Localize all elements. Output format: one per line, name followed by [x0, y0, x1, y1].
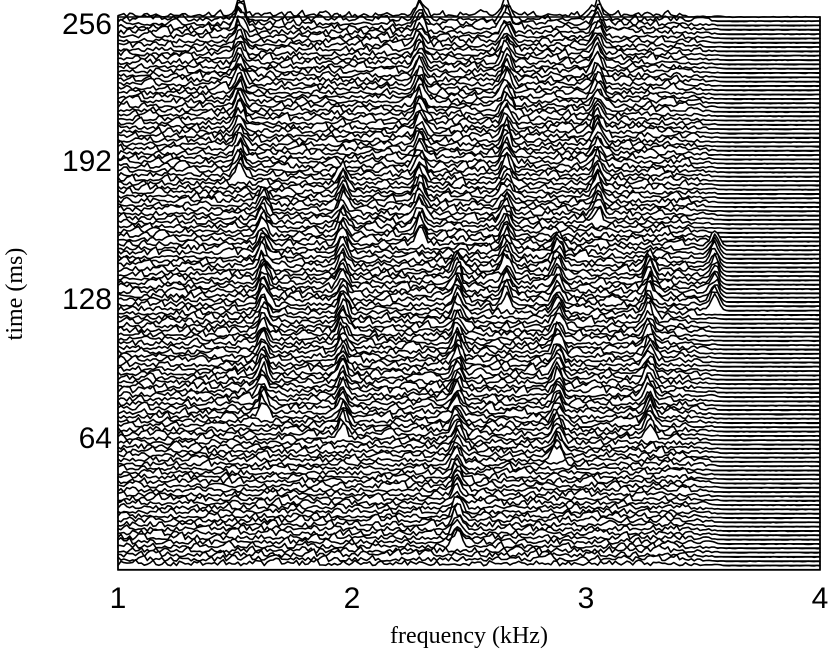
trace-line	[117, 28, 821, 53]
trace-line	[117, 419, 821, 446]
y-tick-label: 192	[62, 145, 112, 178]
trace-line	[117, 68, 821, 96]
trace-line	[117, 76, 821, 104]
trace-line	[117, 506, 821, 532]
trace-line	[117, 461, 821, 485]
trace-line	[117, 121, 821, 148]
trace-line	[117, 105, 821, 130]
trace-line	[117, 165, 821, 191]
trace-line	[117, 432, 821, 459]
x-axis-label: frequency (kHz)	[390, 623, 548, 649]
trace-line	[117, 438, 821, 463]
x-tick-label: 4	[812, 582, 829, 615]
plot-frame	[117, 16, 821, 571]
y-tick-label: 256	[62, 8, 112, 41]
trace-line	[117, 50, 821, 78]
trace-line	[117, 83, 821, 109]
trace-line	[117, 46, 821, 74]
trace-line	[117, 74, 821, 100]
trace-line	[117, 476, 821, 502]
trace-line	[117, 7, 821, 35]
trace-line	[117, 54, 821, 83]
trace-line	[117, 527, 821, 549]
trace-line	[117, 90, 821, 117]
y-tick-label: 64	[79, 422, 112, 455]
trace-line	[117, 444, 821, 467]
trace-line	[117, 167, 821, 195]
trace-line	[117, 18, 821, 44]
trace-line	[117, 32, 821, 57]
trace-line	[117, 548, 821, 562]
trace-line	[117, 469, 821, 493]
trace-line	[117, 179, 821, 204]
trace-line	[117, 36, 821, 61]
trace-line	[117, 181, 821, 208]
y-tick-label: 128	[62, 283, 112, 316]
trace-line	[117, 169, 821, 199]
trace-line	[117, 110, 821, 139]
trace-line	[117, 150, 821, 178]
x-tick-label: 3	[578, 582, 595, 615]
trace-line	[117, 211, 821, 238]
trace-line	[117, 444, 821, 472]
trace-line	[117, 204, 821, 230]
trace-line	[117, 99, 821, 126]
trace-line	[117, 130, 821, 156]
trace-line	[117, 427, 821, 454]
trace-line	[117, 557, 821, 571]
y-axis-label: time (ms)	[2, 248, 28, 341]
trace-line	[117, 65, 821, 91]
trace-line	[117, 189, 821, 217]
trace-line	[117, 502, 821, 528]
trace-line	[117, 39, 821, 65]
trace-line	[117, 502, 821, 524]
trace-line	[117, 518, 821, 541]
trace-line	[117, 23, 821, 48]
x-tick-label: 1	[110, 582, 127, 615]
trace-line	[117, 232, 821, 256]
trace-lines	[117, 0, 821, 571]
trace-line	[117, 482, 821, 506]
trace-line	[117, 0, 821, 22]
x-tick-label: 2	[344, 582, 361, 615]
